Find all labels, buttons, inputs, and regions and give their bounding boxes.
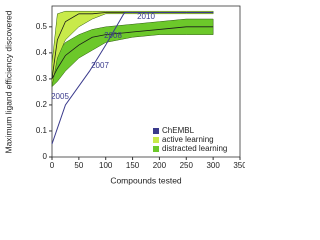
x-tick-label: 50 <box>74 161 83 170</box>
y-axis-title: Maximum ligand efficiency discovered <box>3 10 13 153</box>
legend-swatch <box>153 137 159 143</box>
x-tick-label: 350 <box>233 161 245 170</box>
y-tick-label: 0.3 <box>36 74 48 83</box>
chart: Compounds tested Maximum ligand efficien… <box>3 5 247 185</box>
y-tick-label: 0 <box>43 152 48 161</box>
y-tick-label: 0.2 <box>36 100 48 109</box>
x-tick-label: 200 <box>153 161 167 170</box>
x-tick-label: 300 <box>206 161 220 170</box>
legend-swatch <box>153 128 159 134</box>
legend-label: distracted learning <box>162 144 227 153</box>
legend-label: active learning <box>162 135 214 144</box>
x-tick-label: 0 <box>50 161 55 170</box>
x-axis-title: Compounds tested <box>110 175 182 185</box>
band <box>51 10 214 87</box>
annotation: 2010 <box>137 12 155 21</box>
legend-label: ChEMBL <box>162 126 195 135</box>
y-tick-label: 0.1 <box>36 126 48 135</box>
line <box>51 12 214 145</box>
legend-swatch <box>153 146 159 152</box>
annotation: 2008 <box>104 31 122 40</box>
x-tick-label: 150 <box>126 161 140 170</box>
x-tick-label: 100 <box>99 161 113 170</box>
band <box>51 18 214 88</box>
annotation: 2005 <box>51 92 69 101</box>
x-tick-label: 250 <box>180 161 194 170</box>
y-tick-label: 0.4 <box>36 48 48 57</box>
median-line <box>51 26 214 80</box>
y-tick-label: 0.5 <box>36 22 48 31</box>
annotation: 2007 <box>91 61 109 70</box>
